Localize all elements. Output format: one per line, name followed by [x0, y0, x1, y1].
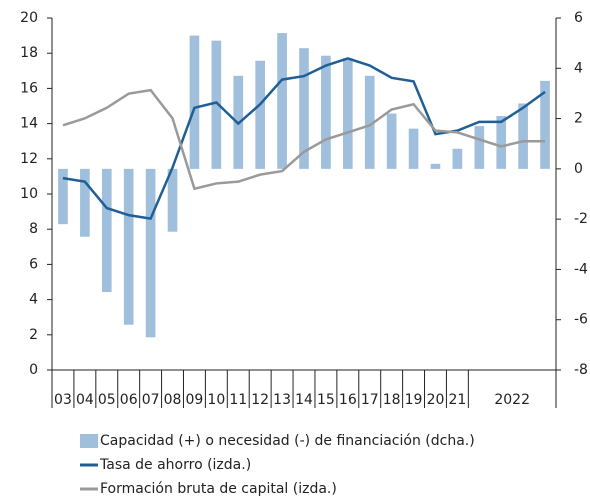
- y-tick-label: 16: [20, 80, 38, 96]
- x-tick-label: 20: [427, 392, 445, 408]
- bar: [496, 116, 507, 169]
- bar: [58, 168, 68, 225]
- bar: [255, 60, 265, 169]
- bar: [299, 48, 309, 169]
- bar: [364, 75, 375, 169]
- legend-label: Tasa de ahorro (izda.): [99, 457, 251, 473]
- x-tick-label: 15: [317, 392, 335, 408]
- y-tick-label: 6: [29, 256, 38, 272]
- x-tick-label: 19: [405, 392, 423, 408]
- bar: [408, 128, 419, 169]
- y-tick-label: 4: [29, 292, 38, 308]
- x-tick-label: 05: [98, 392, 116, 408]
- line: [62, 88, 546, 191]
- x-tick-label: 11: [229, 392, 247, 408]
- bar: [145, 168, 156, 338]
- line: [62, 57, 546, 221]
- legend-label: Capacidad (+) o necesidad (-) de financi…: [100, 433, 475, 449]
- bar: [167, 168, 178, 232]
- y2-tick-label: 0: [574, 161, 583, 177]
- y2-tick-label: -4: [574, 261, 588, 277]
- bar: [518, 103, 528, 169]
- x-tick-label: 17: [361, 392, 379, 408]
- y-tick-label: 12: [20, 151, 38, 167]
- x-tick-label: 18: [383, 392, 401, 408]
- bar: [343, 58, 353, 169]
- y-tick-label: 8: [29, 221, 38, 237]
- x-tick-label: 13: [273, 392, 291, 408]
- y-tick-label: 2: [29, 327, 38, 343]
- bar: [474, 126, 485, 169]
- bar: [189, 35, 200, 169]
- x-tick-label: 09: [186, 392, 204, 408]
- y2-tick-label: 2: [574, 111, 583, 127]
- x-tick-label: 21: [448, 392, 466, 408]
- y2-tick-label: 4: [574, 60, 583, 76]
- x-tick-label: 06: [120, 392, 138, 408]
- x-tick-label: 10: [207, 392, 225, 408]
- bar: [430, 163, 441, 169]
- bar: [80, 168, 90, 237]
- x-tick-label: 04: [76, 392, 94, 408]
- legend-swatch: [80, 434, 98, 448]
- bar: [321, 55, 331, 169]
- y-tick-label: 0: [29, 362, 38, 378]
- legend-label: Formación bruta de capital (izda.): [100, 481, 337, 497]
- x-tick-label: 2022: [494, 392, 530, 408]
- x-tick-label: 03: [54, 392, 72, 408]
- bar: [211, 40, 222, 169]
- bar: [540, 80, 550, 169]
- y2-tick-label: -8: [574, 362, 588, 378]
- bar: [277, 33, 287, 169]
- y-tick-label: 20: [20, 10, 38, 26]
- y2-tick-label: -6: [574, 312, 588, 328]
- bar: [101, 168, 112, 293]
- x-tick-label: 08: [164, 392, 182, 408]
- y-tick-label: 18: [20, 45, 38, 61]
- y-tick-label: 14: [20, 116, 38, 132]
- x-tick-label: 07: [142, 392, 160, 408]
- bar: [452, 148, 463, 169]
- x-tick-label: 14: [295, 392, 313, 408]
- y2-tick-label: 6: [574, 10, 583, 26]
- y-tick-label: 10: [20, 186, 38, 202]
- bar: [123, 168, 134, 325]
- x-tick-label: 12: [251, 392, 269, 408]
- x-tick-label: 16: [339, 392, 357, 408]
- y2-tick-label: -2: [574, 211, 588, 227]
- bar: [386, 113, 397, 169]
